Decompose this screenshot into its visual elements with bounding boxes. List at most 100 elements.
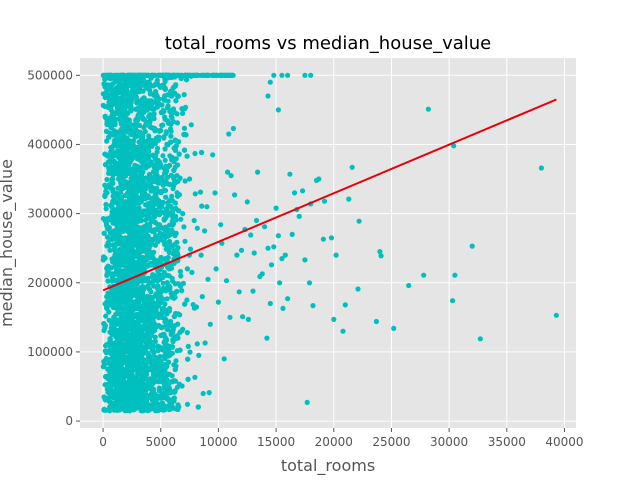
- data-point: [148, 262, 154, 268]
- data-point: [152, 334, 158, 340]
- data-point: [122, 114, 128, 120]
- data-point: [123, 392, 129, 399]
- data-point: [137, 377, 144, 383]
- data-point: [115, 185, 121, 191]
- data-point: [133, 192, 139, 198]
- data-point: [145, 275, 151, 281]
- data-point: [108, 85, 114, 91]
- data-point: [102, 182, 108, 188]
- data-point: [153, 404, 159, 410]
- data-point: [142, 106, 148, 112]
- data-point: [321, 198, 328, 204]
- data-point: [267, 300, 273, 307]
- data-point: [151, 206, 157, 212]
- data-point: [255, 169, 261, 175]
- data-point: [265, 93, 271, 99]
- data-point: [143, 156, 149, 162]
- y-tick-label: 400000: [27, 137, 73, 151]
- y-tick-label: 300000: [27, 207, 73, 221]
- data-point: [158, 325, 165, 331]
- data-point: [196, 352, 202, 358]
- data-point: [199, 294, 205, 300]
- data-point: [116, 339, 122, 345]
- data-point: [228, 173, 234, 179]
- data-point: [112, 167, 118, 174]
- data-point: [150, 202, 156, 208]
- data-point: [188, 122, 194, 128]
- data-point: [104, 234, 111, 240]
- data-point: [113, 364, 119, 370]
- data-point: [421, 272, 427, 278]
- data-point: [104, 176, 110, 183]
- data-point: [153, 283, 159, 290]
- data-point: [140, 275, 146, 281]
- data-point: [168, 93, 174, 99]
- data-point: [123, 307, 129, 313]
- data-point: [248, 232, 254, 238]
- data-point: [105, 278, 111, 284]
- data-point: [265, 245, 271, 251]
- data-point: [139, 344, 145, 350]
- data-point: [122, 104, 128, 110]
- data-point: [117, 219, 123, 225]
- data-point: [151, 276, 157, 282]
- data-point: [181, 125, 188, 131]
- data-point: [150, 377, 156, 383]
- data-point: [160, 153, 166, 159]
- data-point: [103, 202, 109, 208]
- data-point: [346, 196, 352, 202]
- data-point: [120, 324, 126, 330]
- data-point: [251, 250, 257, 256]
- data-point: [112, 76, 118, 82]
- data-point: [238, 247, 245, 253]
- data-point: [223, 278, 230, 284]
- data-point: [157, 209, 163, 216]
- data-point: [103, 128, 110, 134]
- data-point: [106, 309, 112, 315]
- data-point: [213, 266, 219, 272]
- fit-line-group: [102, 98, 557, 292]
- data-point: [136, 359, 142, 365]
- data-point: [271, 244, 277, 250]
- data-point: [172, 137, 178, 143]
- data-point: [152, 242, 158, 248]
- data-point: [117, 156, 123, 162]
- data-point: [103, 313, 109, 319]
- data-point: [234, 252, 240, 258]
- data-point: [163, 194, 169, 200]
- data-point: [194, 225, 200, 231]
- data-point: [373, 318, 379, 325]
- data-point: [129, 283, 135, 289]
- data-point: [130, 80, 136, 86]
- data-point: [100, 72, 106, 78]
- data-point: [118, 105, 124, 111]
- data-point: [199, 203, 205, 209]
- data-point: [155, 145, 161, 151]
- x-tick-label: 0: [99, 435, 107, 449]
- data-point: [114, 356, 120, 362]
- data-point: [149, 254, 155, 260]
- data-point: [328, 235, 335, 241]
- data-point: [122, 387, 128, 393]
- x-tick-label: 35000: [488, 435, 526, 449]
- data-point: [279, 256, 285, 262]
- data-point: [136, 370, 142, 377]
- data-point: [257, 273, 263, 280]
- data-point: [113, 220, 119, 227]
- data-point: [158, 109, 164, 116]
- data-point: [195, 404, 201, 410]
- data-point: [308, 72, 314, 78]
- data-point: [118, 143, 124, 149]
- data-point: [275, 107, 281, 113]
- x-tick-label: 25000: [372, 435, 410, 449]
- x-axis-label: total_rooms: [281, 456, 375, 476]
- data-point: [221, 356, 227, 362]
- data-point: [141, 141, 147, 147]
- data-point: [192, 374, 198, 380]
- data-point: [102, 193, 108, 199]
- data-point: [109, 256, 115, 262]
- data-point: [355, 286, 361, 292]
- data-point: [273, 205, 279, 211]
- data-point: [140, 151, 146, 157]
- data-point: [108, 145, 114, 151]
